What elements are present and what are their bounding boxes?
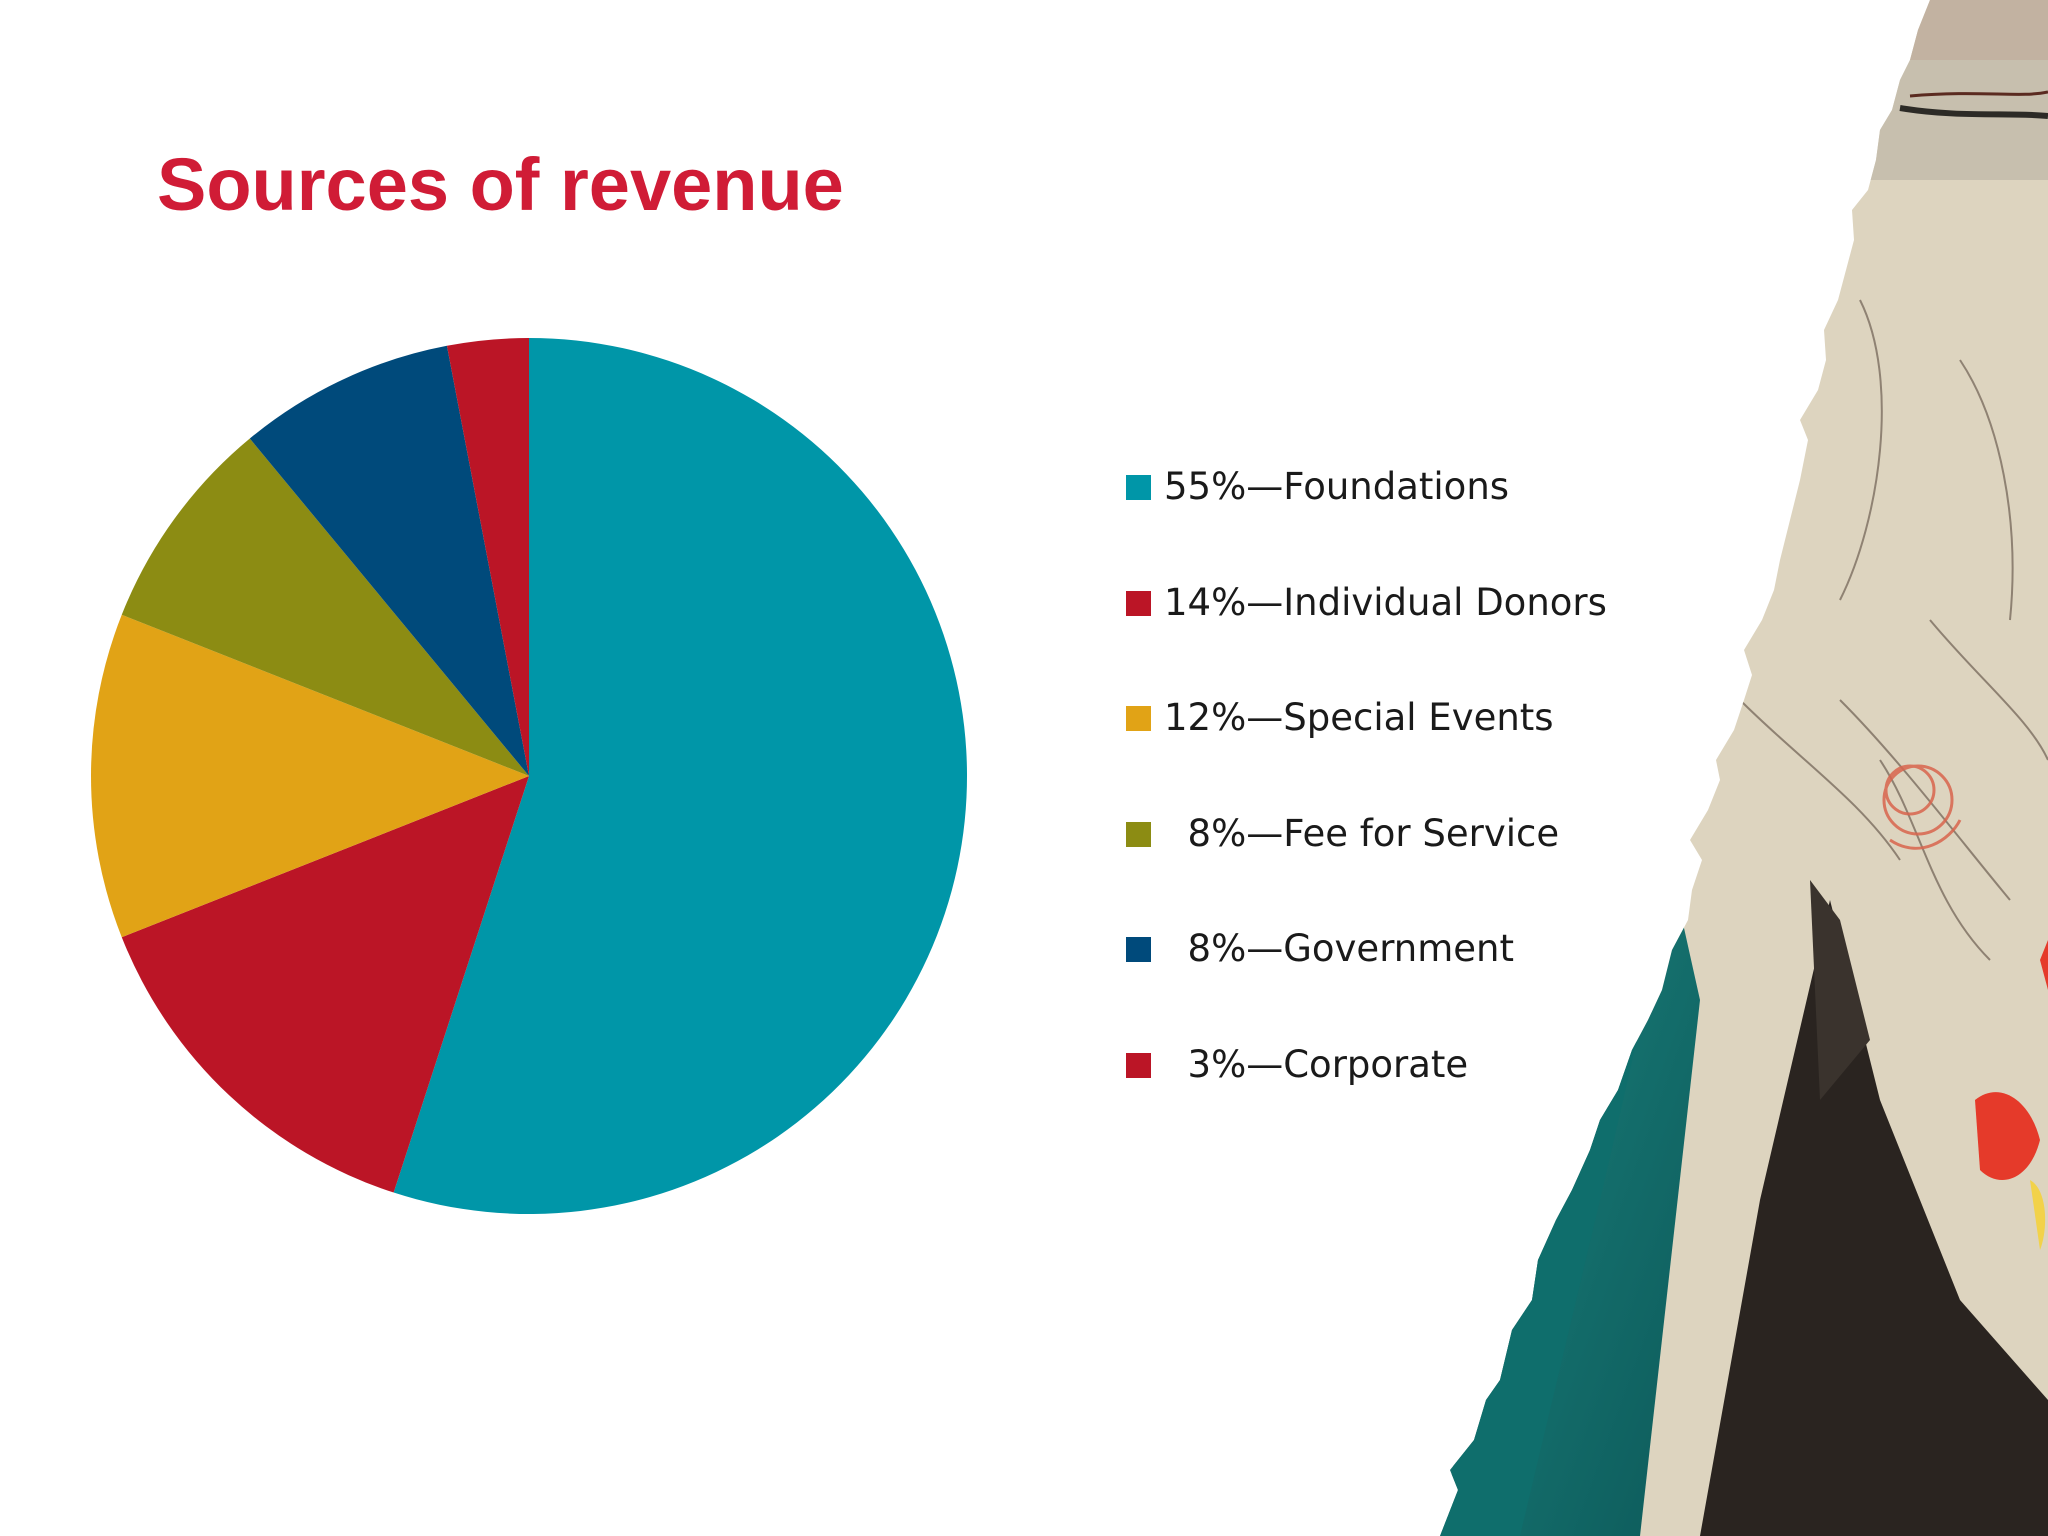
legend-swatch xyxy=(1126,821,1151,847)
pie-slice-special-events xyxy=(91,614,530,938)
legend-label: 8%—Government xyxy=(1164,927,1514,970)
legend-item: 3%—Corporate xyxy=(1126,1036,1686,1152)
legend-swatch xyxy=(1126,706,1151,731)
legend-swatch xyxy=(1126,590,1151,616)
chart-legend: 55%—Foundations 14%—Individual Donors 12%—… xyxy=(1126,458,1686,1151)
legend-label: 14%—Individual Donors xyxy=(1164,580,1607,624)
pie-slice-government xyxy=(249,345,529,776)
pie-slice-fee-for-service xyxy=(121,438,529,776)
pie-slice-corporate xyxy=(446,338,529,776)
legend-item: 14%—Individual Donors xyxy=(1126,574,1686,690)
legend-item: 55%—Foundations xyxy=(1126,458,1686,574)
legend-label: 55%—Foundations xyxy=(1164,465,1510,508)
pie-slice-individual-donors xyxy=(121,776,529,1193)
pie-chart xyxy=(91,338,968,1214)
legend-swatch xyxy=(1126,937,1151,962)
pie-slice-foundations xyxy=(393,338,968,1214)
legend-label: 12%—Special Events xyxy=(1164,696,1554,739)
legend-label: 8%—Fee for Service xyxy=(1164,811,1560,855)
legend-item: 8%—Government xyxy=(1126,920,1686,1036)
slide-title: Sources of revenue xyxy=(157,143,844,226)
legend-swatch xyxy=(1126,1052,1151,1078)
legend-item: 12%—Special Events xyxy=(1126,689,1686,805)
legend-label: 3%—Corporate xyxy=(1164,1042,1469,1086)
legend-item: 8%—Fee for Service xyxy=(1126,805,1686,921)
legend-swatch xyxy=(1126,475,1151,500)
